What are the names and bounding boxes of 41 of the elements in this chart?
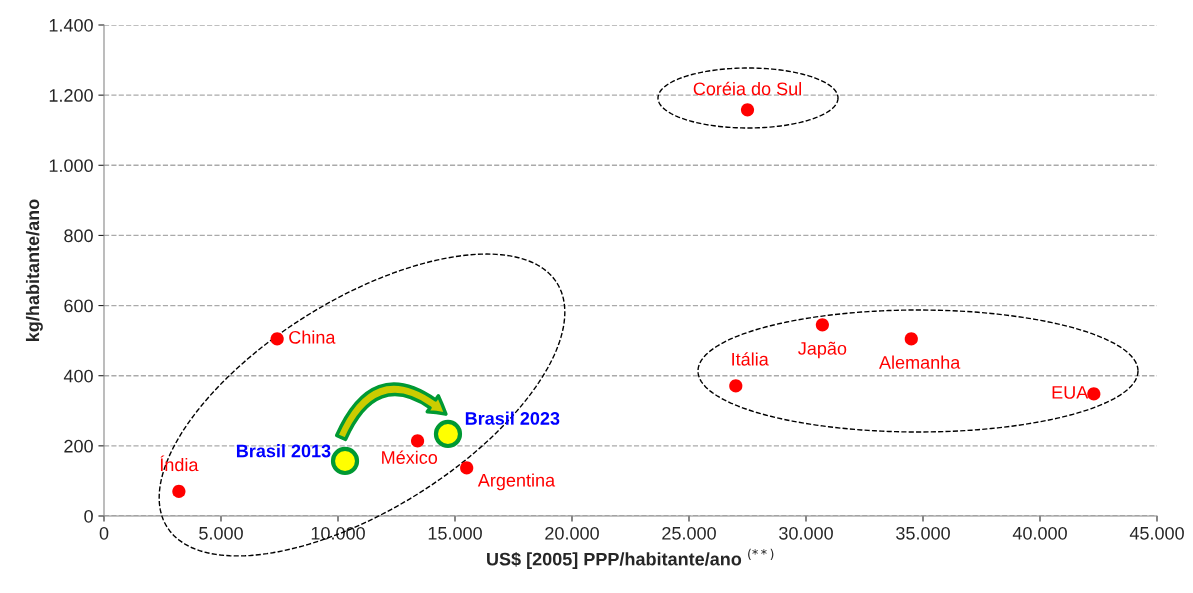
x-tick-label: 5.000 — [199, 526, 243, 540]
series-label: México — [382, 450, 438, 464]
point — [904, 332, 918, 346]
x-tick-label: 20.000 — [545, 526, 599, 540]
series-label: Argentina — [477, 473, 556, 491]
point — [460, 461, 474, 475]
series-label: EUA — [1052, 386, 1089, 399]
series-label: Brasil 2023 — [465, 411, 560, 425]
series-label: Alemanha — [879, 355, 961, 369]
series-label: China — [289, 330, 336, 344]
point — [270, 332, 284, 346]
x-tick-label: 25.000 — [662, 526, 716, 540]
point — [740, 103, 755, 117]
point — [330, 446, 360, 476]
point — [815, 318, 829, 332]
y-tick-label: 800 — [64, 229, 93, 243]
x-tick-label: 30.000 — [779, 526, 833, 540]
series-label: Índia — [160, 455, 199, 472]
y-tick-label: 0 — [84, 509, 93, 523]
point — [433, 419, 463, 449]
y-tick-label: 600 — [64, 299, 93, 313]
y-axis-title: kg/habitante/ano — [25, 199, 43, 341]
x-tick-label: 45.000 — [1129, 526, 1184, 540]
series-label: Brasil 2013 — [236, 444, 331, 458]
x-tick-label: 40.000 — [1012, 526, 1067, 540]
point — [172, 484, 186, 499]
series-label: Itália — [732, 352, 769, 366]
x-tick-label: 15.000 — [428, 526, 482, 540]
x-tick-label: 0 — [99, 526, 109, 540]
point — [729, 379, 743, 393]
x-axis-title: US$ [2005] PPP/habitante/ano $^{(**)}$ — [487, 548, 774, 570]
series-label: Japão — [798, 341, 847, 359]
point — [1087, 387, 1101, 401]
y-tick-label: 1.000 — [49, 159, 93, 173]
y-tick-label: 1.400 — [49, 18, 93, 32]
point — [410, 434, 425, 448]
y-tick-label: 1.200 — [49, 89, 93, 102]
x-tick-label: 35.000 — [896, 526, 950, 540]
series-label: Coréia do Sul — [693, 81, 801, 96]
y-tick-label: 200 — [64, 439, 93, 453]
y-tick-label: 400 — [63, 369, 93, 383]
